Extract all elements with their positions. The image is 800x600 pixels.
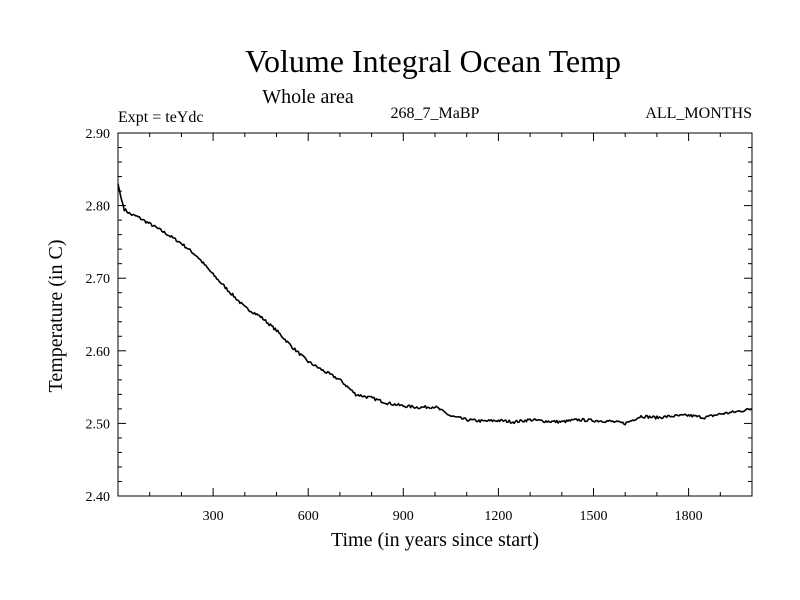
x-tick-label: 600	[298, 509, 319, 524]
x-tick-label: 300	[203, 509, 224, 524]
y-tick-label: 2.80	[86, 200, 111, 215]
chart-title: Volume Integral Ocean Temp	[245, 43, 621, 79]
y-tick-label: 2.60	[86, 345, 111, 360]
y-tick-label: 2.50	[86, 417, 111, 432]
y-axis-label: Temperature (in C)	[45, 240, 67, 393]
x-axis-ticks: 300 600 900 1200 1500 1800	[149, 133, 721, 524]
temperature-series-line	[117, 183, 753, 426]
y-tick-label: 2.70	[86, 272, 111, 287]
x-tick-label: 1800	[675, 509, 703, 524]
plot-frame	[117, 132, 753, 497]
y-tick-label: 2.90	[86, 127, 111, 142]
chart-subtitle: Whole area	[262, 86, 354, 108]
months-label: ALL_MONTHS	[645, 105, 752, 122]
x-tick-label: 1200	[484, 509, 512, 524]
x-tick-label: 1500	[580, 509, 608, 524]
x-tick-label: 900	[393, 509, 414, 524]
y-tick-label: 2.40	[86, 490, 111, 505]
y-axis-ticks: 2.40 2.50 2.60 2.70 2.80 2.90	[86, 127, 752, 505]
x-axis-label: Time (in years since start)	[331, 529, 539, 551]
run-label: 268_7_MaBP	[391, 105, 480, 122]
experiment-label: Expt = teYdc	[118, 109, 203, 126]
